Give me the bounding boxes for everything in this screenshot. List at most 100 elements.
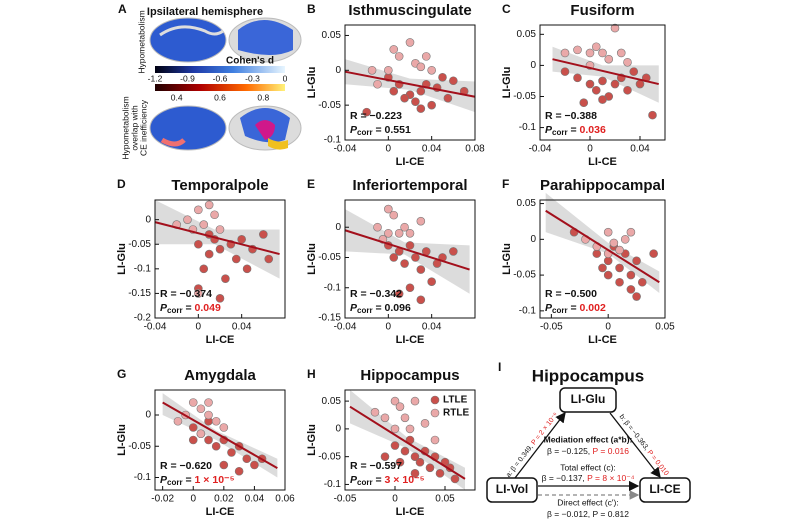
data-point: [405, 424, 415, 434]
data-point: [443, 93, 453, 103]
fit-line: [552, 58, 659, 86]
data-point: [380, 452, 390, 461]
data-point: [410, 469, 420, 478]
x-tick-label: -0.04: [334, 322, 357, 333]
data-point: [173, 416, 183, 426]
data-point: [598, 263, 607, 273]
data-point: [616, 48, 626, 58]
p-value: 1 × 10⁻⁵: [195, 474, 235, 486]
node-label: LI-Glu: [571, 392, 606, 406]
data-point: [592, 249, 602, 258]
x-axis-label: LI-CE: [588, 334, 617, 346]
y-tick-label: 0: [335, 65, 341, 76]
data-point: [610, 23, 620, 33]
data-point: [626, 285, 636, 294]
x-tick-label: -0.04: [144, 322, 167, 333]
p-symbol: P: [160, 474, 168, 486]
data-point: [430, 435, 440, 445]
data-point: [637, 277, 647, 287]
p-subscript: corr: [357, 128, 373, 137]
y-tick-label: -0.1: [324, 135, 342, 146]
data-point: [620, 235, 630, 244]
y-tick-label: -0.15: [128, 288, 151, 299]
y-tick-label: 0: [145, 410, 151, 421]
r-annotation: R = −0.342: [350, 288, 402, 300]
x-axis-label: LI-CE: [396, 506, 425, 518]
y-tick-label: -0.1: [134, 472, 152, 483]
data-point: [390, 396, 400, 406]
data-point: [211, 416, 221, 426]
p-equals: =: [183, 302, 195, 314]
y-tick-label: -0.05: [128, 441, 151, 452]
p-value: 3 × 10⁻⁵: [385, 474, 425, 486]
data-point: [188, 435, 198, 445]
brain-images: [149, 17, 302, 151]
p-symbol: P: [160, 302, 168, 314]
data-point: [183, 215, 192, 224]
p-subscript: corr: [552, 128, 568, 137]
data-point: [420, 419, 430, 428]
y-tick-label: 0: [335, 222, 341, 233]
y-tick-label: -0.05: [513, 270, 536, 281]
axes-frame: [539, 199, 666, 319]
x-tick-label: 0.04: [630, 144, 650, 155]
data-point: [573, 45, 582, 55]
x-tick-label: -0.04: [529, 144, 552, 155]
data-point: [603, 270, 613, 280]
colorbar: [155, 66, 285, 73]
chart-title: Temporalpole: [171, 177, 268, 194]
y-axis-label: LI-Glu: [116, 243, 128, 275]
data-point: [560, 67, 570, 76]
colorbar-tick-label: -0.9: [180, 73, 195, 83]
panel-title: Ipsilateral hemisphere: [147, 6, 263, 18]
p-symbol: P: [350, 302, 358, 314]
x-axis-label: LI-CE: [206, 334, 235, 346]
data-point: [626, 270, 636, 280]
x-axis-label: LI-CE: [396, 156, 425, 168]
colorbar-tick-label: 0.6: [214, 92, 226, 102]
data-point: [411, 97, 420, 106]
y-tick-label: 0.05: [322, 396, 342, 407]
p-annotation: Pcorr = 3 × 10⁻⁵: [350, 474, 425, 487]
panel-letter: C: [502, 2, 511, 16]
data-point: [623, 57, 632, 67]
data-point: [416, 265, 426, 274]
data-point: [615, 277, 624, 287]
chart-title: Isthmuscingulate: [348, 2, 471, 19]
data-point: [204, 249, 214, 259]
data-point: [199, 220, 209, 229]
data-point: [591, 42, 601, 52]
data-point: [425, 463, 435, 473]
panel-letter: F: [502, 177, 509, 191]
data-point: [390, 424, 400, 434]
data-point: [370, 407, 380, 417]
y-tick-label: 0.05: [517, 198, 537, 209]
data-point: [227, 448, 236, 457]
data-point: [231, 254, 241, 264]
data-point: [384, 66, 393, 75]
p-symbol: P: [350, 474, 358, 486]
data-point: [380, 413, 390, 423]
y-tick-label: -0.1: [324, 479, 342, 490]
data-point: [194, 239, 203, 249]
data-point: [199, 264, 209, 274]
y-axis-label: LI-Glu: [116, 424, 128, 456]
panel-letter: G: [117, 367, 126, 381]
data-point: [415, 457, 425, 467]
x-tick-label: 0: [605, 322, 611, 333]
data-point: [405, 283, 415, 293]
panel-letter: A: [118, 2, 127, 16]
beta: β = −0.012,: [547, 509, 593, 519]
data-point: [598, 48, 607, 58]
data-point: [204, 435, 213, 445]
data-point: [400, 413, 410, 423]
legend-marker: [430, 408, 440, 418]
p-equals: =: [373, 474, 385, 486]
x-tick-label: 0: [190, 494, 196, 505]
data-point: [573, 73, 582, 83]
data-point: [395, 402, 405, 411]
row-label: Hypometabolism: [120, 96, 130, 159]
legend-label: RTLE: [443, 408, 469, 419]
data-point: [194, 205, 203, 215]
x-tick-label: 0.02: [214, 494, 234, 505]
